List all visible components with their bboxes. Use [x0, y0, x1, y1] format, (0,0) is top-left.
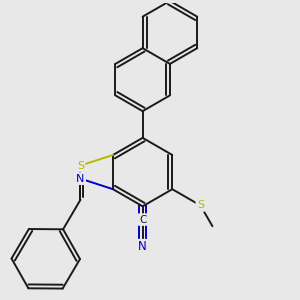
Text: N: N [138, 240, 147, 253]
Text: N: N [76, 174, 85, 184]
Text: C: C [139, 214, 146, 225]
Text: S: S [77, 160, 84, 170]
Text: S: S [197, 200, 204, 211]
